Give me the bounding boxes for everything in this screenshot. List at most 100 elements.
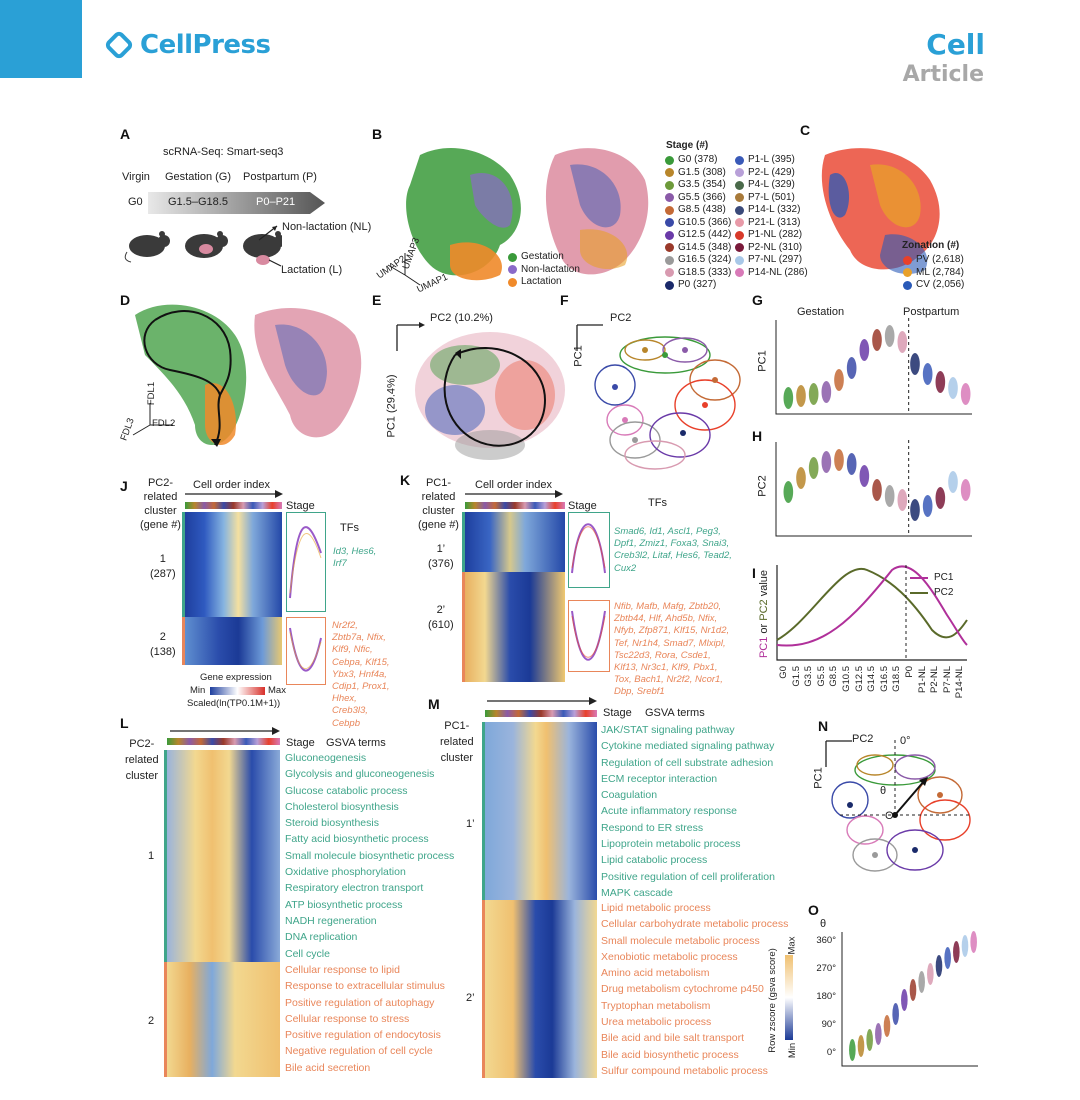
x-tick-label: P2-NL	[929, 666, 941, 693]
l-terms-label: GSVA terms	[326, 737, 386, 749]
stage-legend-col1: G0 (378) G1.5 (308) G3.5 (354) G5.5 (366) G8…	[665, 154, 731, 292]
legend-item: PC2	[910, 587, 953, 600]
stage-legend-col2: P1-L (395) P2-L (429) P4-L (329) P7-L (501)…	[735, 154, 808, 279]
branch-lactation: Lactation (L)	[281, 264, 343, 276]
j-colorbar-max: Max	[268, 685, 286, 696]
cellpress-logo[interactable]: CellPress	[103, 29, 271, 61]
gsva-term: Acute inflammatory response	[601, 805, 737, 818]
gsva-term: Bile acid biosynthetic process	[601, 1048, 739, 1061]
legend-item: G10.5 (366)	[665, 217, 731, 230]
j-stage-bar	[185, 502, 282, 509]
legend-line	[910, 591, 928, 594]
violin	[948, 471, 958, 493]
violin	[796, 385, 806, 407]
legend-dot	[735, 168, 744, 178]
gsva-term: Small molecule metabolic process	[601, 934, 760, 947]
i-legend: PC1 PC2	[910, 572, 953, 599]
legend-dot	[665, 255, 674, 265]
x-tick-label: G5.5	[815, 666, 827, 687]
j-tfs-cluster-1: Id3, Hes6, Irf7	[333, 546, 377, 570]
l-cluster-2-marker	[164, 962, 167, 1077]
violin	[960, 383, 971, 405]
m-stage-label: Stage	[603, 707, 632, 719]
legend-dot	[903, 255, 912, 265]
violin	[884, 325, 895, 347]
legend-item: Gestation	[508, 251, 580, 264]
violin	[875, 1023, 882, 1045]
k-stage-label: Stage	[568, 500, 597, 512]
timeline-arrow	[148, 192, 325, 214]
gsva-term: Tryptophan metabolism	[601, 999, 711, 1012]
violin	[866, 1029, 873, 1051]
gsva-term: Cholesterol biosynthesis	[285, 800, 399, 813]
legend-item: P1-NL (282)	[735, 229, 808, 242]
legend-item: CV (2,056)	[903, 279, 964, 292]
violin	[834, 449, 844, 471]
j-xlabel: Cell order index	[193, 479, 271, 491]
x-tick-label: G18.5	[891, 666, 903, 692]
l-terms-cluster-1: Gluconeogenesis Glycolysis and gluconeoge…	[285, 750, 454, 962]
legend-dot	[735, 180, 744, 190]
gsva-term: Positive regulation of endocytosis	[285, 1029, 441, 1042]
panel-letter-d: D	[120, 292, 131, 308]
x-tick-label: G8.5	[828, 666, 840, 687]
g-left-label: Gestation	[797, 306, 845, 318]
branch-arrows	[256, 225, 282, 267]
gsva-term: Drug metabolism cytochrome p450	[601, 983, 764, 996]
violin-plot-theta	[841, 931, 978, 1067]
m-cluster-2-label: 2’	[466, 992, 475, 1004]
panel-letter-j: J	[120, 478, 128, 494]
j-heatmap-cluster-1	[185, 512, 282, 617]
legend-line	[910, 577, 928, 580]
violin	[796, 467, 806, 489]
m-stage-bar	[485, 710, 597, 717]
violin	[821, 451, 832, 473]
x-tick-label: G14.5	[866, 666, 878, 692]
panel-letter-k: K	[400, 472, 411, 488]
legend-dot	[508, 277, 517, 287]
panel-letter-f: F	[560, 292, 569, 308]
violin	[944, 947, 951, 969]
k-xlabel: Cell order index	[475, 479, 553, 491]
e-xaxis-label: PC2 (10.2%)	[430, 312, 493, 324]
legend-dot	[735, 218, 744, 228]
legend-dot	[665, 168, 674, 178]
violin	[897, 331, 908, 353]
gsva-term: NADH regeneration	[285, 914, 377, 927]
violin	[859, 465, 870, 487]
y-tick-label: 360°	[816, 935, 836, 946]
j-cluster-1-label: 1 (287)	[150, 553, 176, 580]
o-ylabel: θ	[820, 918, 827, 930]
legend-item: G1.5 (308)	[665, 167, 731, 180]
legend-item: Non-lactation	[508, 264, 580, 277]
n-polar-diagram	[825, 740, 971, 872]
cellpress-icon	[103, 29, 135, 61]
header-color-tab	[0, 0, 82, 78]
j-tfs-cluster-2: Nr2f2, Zbtb7a, Nfix, Klf9, Nfic, Cebpa, …	[332, 620, 390, 729]
stage-gestation: Gestation (G)	[165, 171, 232, 183]
m-colorbar-title: Row zscore (gsva score)	[766, 948, 778, 1053]
violin	[935, 487, 946, 509]
legend-dot	[735, 230, 744, 240]
gsva-term: Glycolysis and gluconeogenesis	[285, 768, 435, 781]
panel-letter-l: L	[120, 715, 129, 731]
x-tick-label: G12.5	[853, 666, 865, 692]
j-cluster-2-label: 2 (138)	[150, 631, 176, 658]
legend-item: Lactation	[508, 276, 580, 289]
gsva-term: Lipid catabolic process	[601, 854, 708, 867]
legend-item: G0 (378)	[665, 154, 731, 167]
k-heatmap-cluster-1	[465, 512, 565, 572]
violin	[948, 377, 958, 399]
pc-curve-chart	[776, 565, 968, 661]
gsva-term: Cellular response to stress	[285, 1012, 410, 1025]
umap-legend: Gestation Non-lactation Lactation	[508, 251, 580, 289]
panel-letter-n: N	[818, 718, 829, 734]
x-tick-label: P14-NL	[954, 666, 966, 699]
j-cluster-header: PC2- related cluster (gene #)	[140, 477, 181, 531]
pca-ellipses	[576, 324, 741, 470]
k-cluster-2-marker	[462, 572, 465, 682]
axis-fdl1: FDL1	[146, 381, 158, 406]
gsva-term: Steroid biosynthesis	[285, 817, 379, 830]
legend-item: G14.5 (348)	[665, 242, 731, 255]
j-tfs-label: TFs	[340, 522, 359, 534]
